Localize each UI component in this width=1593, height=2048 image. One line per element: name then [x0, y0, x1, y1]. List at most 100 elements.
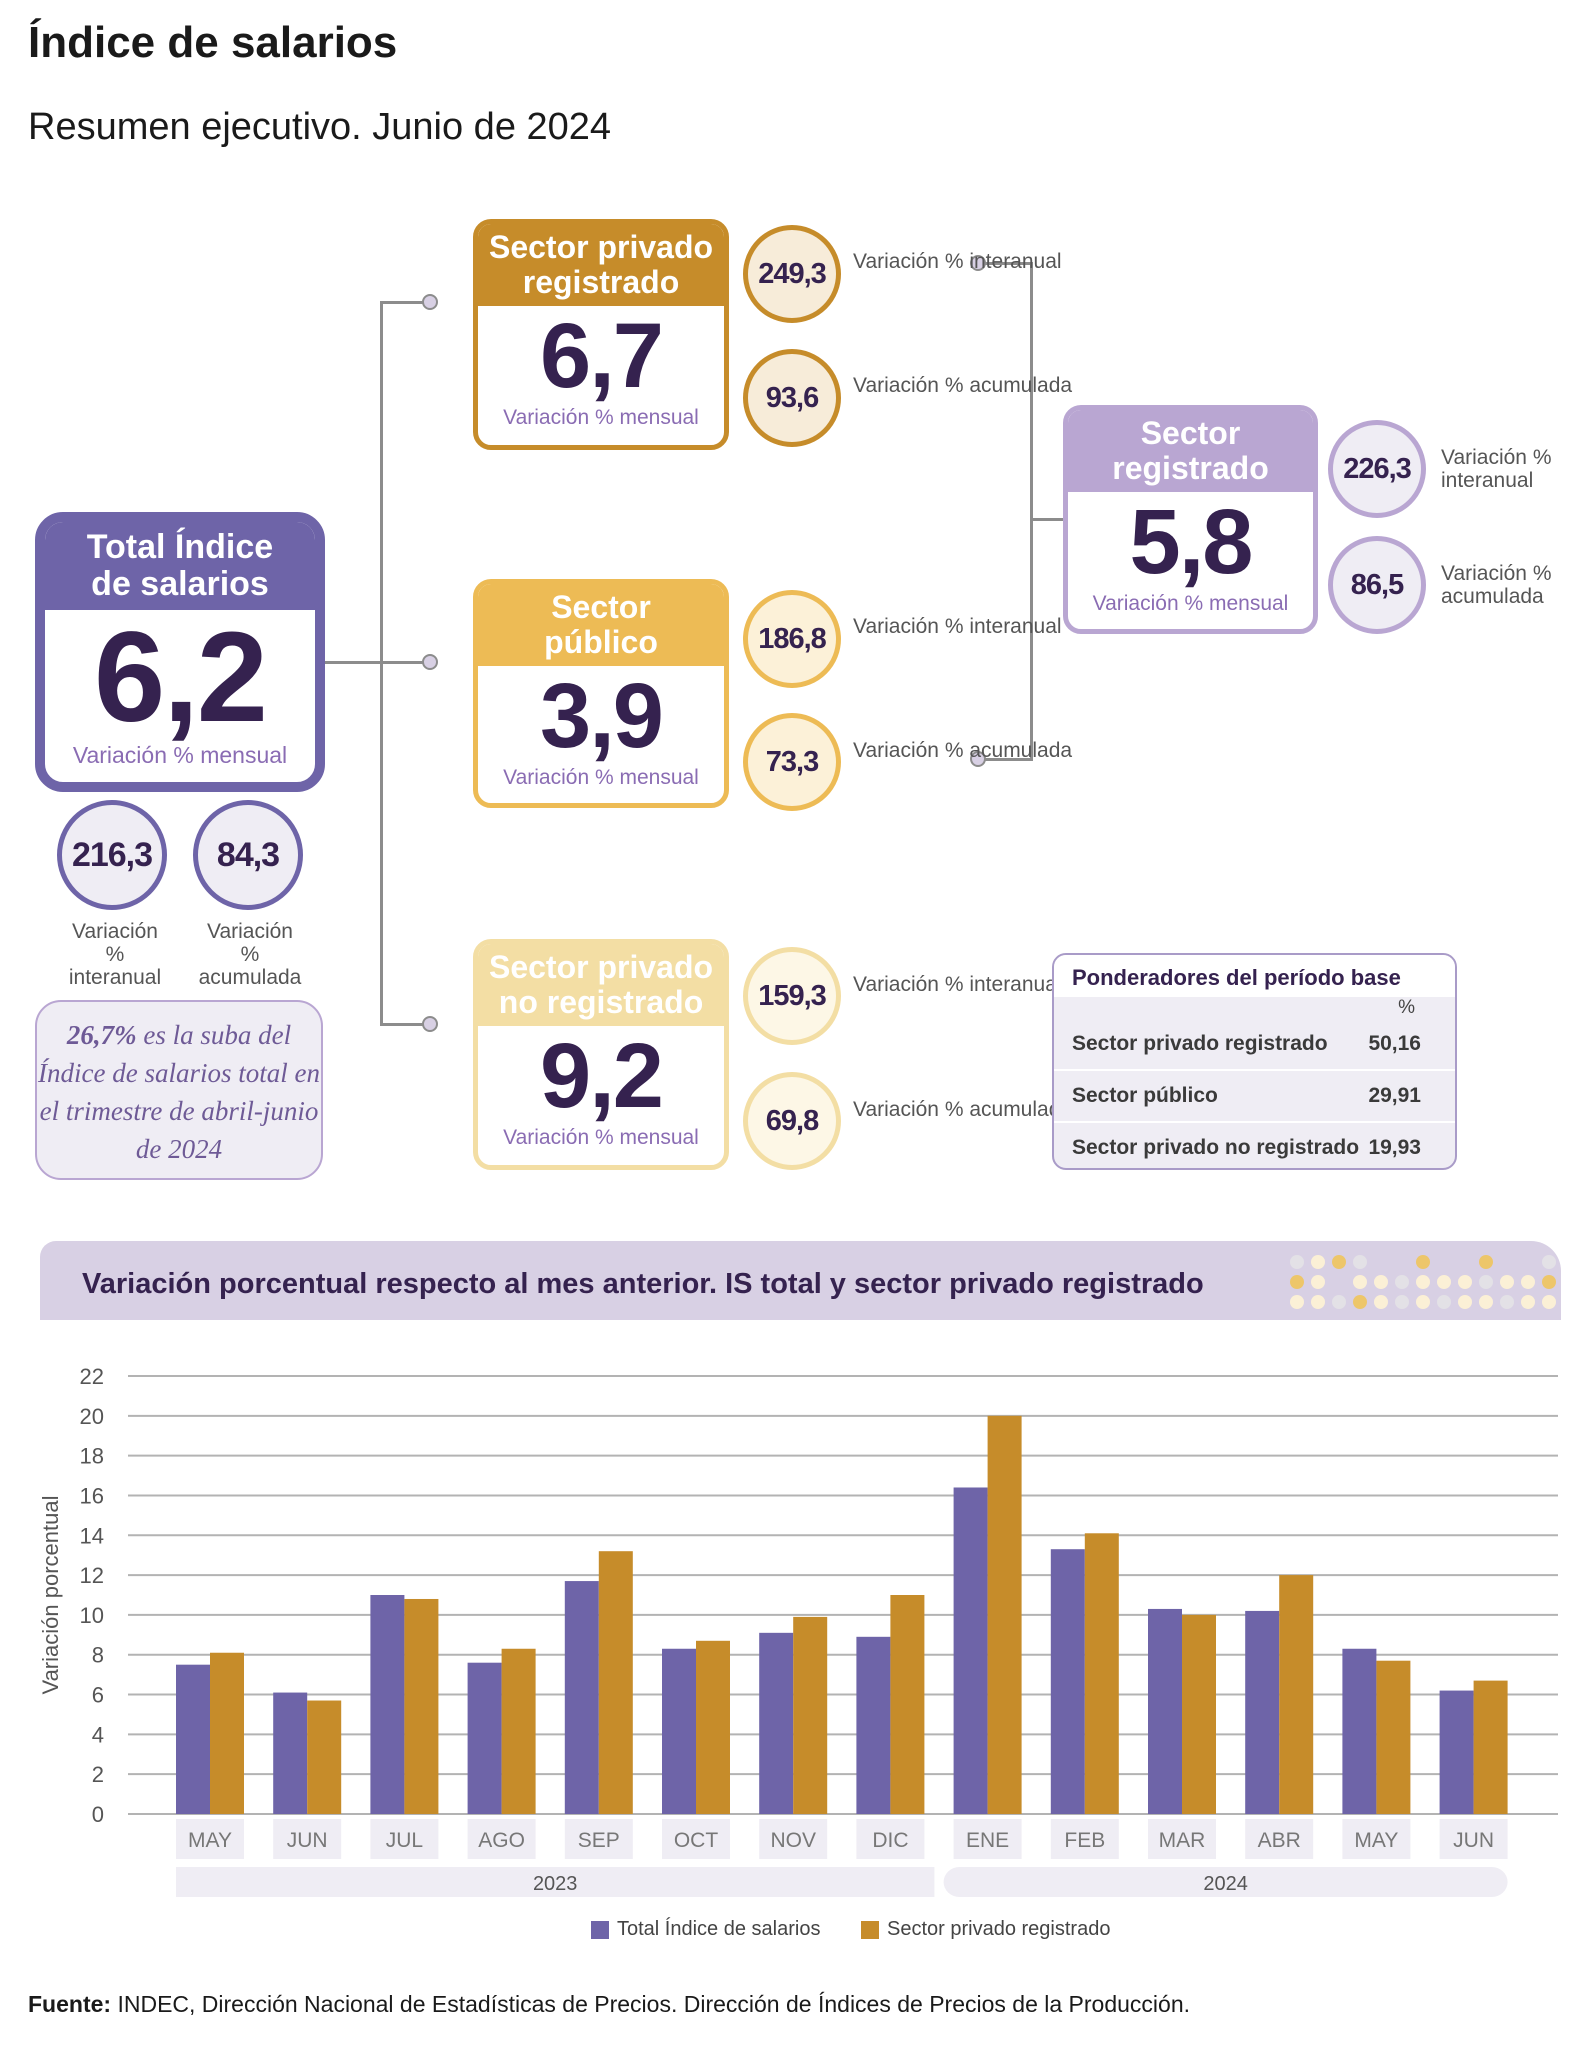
connector-dot [422, 654, 438, 670]
connector-line [1030, 518, 1065, 521]
quarterly-highlight-text: es la suba del Índice de salarios total … [38, 1020, 320, 1164]
acumulada-circle: 69,8 [743, 1072, 841, 1170]
year-label: 2024 [1203, 1873, 1248, 1895]
total-monthly-value: 6,2 [94, 606, 268, 749]
decorative-dot [1458, 1275, 1472, 1289]
ponderadores-title: Ponderadores del período base [1054, 955, 1455, 997]
decorative-dot [1395, 1275, 1409, 1289]
sector-monthly-label: Variación % mensual [503, 406, 699, 429]
decorative-dot [1311, 1295, 1325, 1309]
interanual-circle: 159,3 [743, 947, 841, 1045]
total-acumulada-circle: 84,3 [193, 800, 303, 910]
total-interanual-circle: 216,3 [57, 800, 167, 910]
x-tick-box [856, 1819, 925, 1859]
decorative-dot [1353, 1255, 1367, 1269]
decorative-dot [1437, 1275, 1451, 1289]
connector-dot [422, 1016, 438, 1032]
x-tick-box [370, 1819, 439, 1859]
x-tick-label: FEB [1064, 1829, 1105, 1852]
legend-item-privado-registrado: Sector privado registrado [861, 1918, 1110, 1941]
bar-privado-registrado [1084, 1533, 1119, 1814]
sector-monthly-value: 5,8 [1129, 491, 1254, 593]
interanual-label: Variación % interanual [853, 250, 1062, 273]
page-subtitle: Resumen ejecutivo. Junio de 2024 [28, 106, 612, 148]
decorative-dot [1437, 1255, 1451, 1269]
y-tick-label: 18 [80, 1444, 104, 1469]
bar-privado-registrado [1279, 1575, 1314, 1814]
sector-title: Sector público [478, 584, 724, 666]
connector-line [380, 661, 425, 664]
x-tick-box [1439, 1819, 1508, 1859]
decorative-dot [1290, 1275, 1304, 1289]
sector-card-privado-no-registrado: Sector privado no registrado 9,2 Variaci… [473, 939, 729, 1170]
sector-monthly-value: 6,7 [540, 305, 664, 407]
total-acumulada-label: Variación % acumulada [198, 920, 302, 990]
year-label: 2023 [533, 1873, 578, 1895]
source-footer: Fuente: INDEC, Dirección Nacional de Est… [28, 1991, 1190, 2018]
sector-card-publico: Sector público 3,9 Variación % mensual [473, 579, 729, 808]
bar-chart: 0 2 4 6 8 10 12 14 16 18 20 22 Variación porcentual M… [38, 1364, 1558, 1897]
acumulada-label: Variación % acumulada [853, 1098, 1073, 1121]
bar-privado-registrado [1182, 1614, 1216, 1814]
decorative-dot [1437, 1295, 1451, 1309]
y-tick-label: 0 [92, 1802, 104, 1827]
bar-privado-registrado [210, 1652, 244, 1814]
table-row: Sector privado no registrado 19,93 [1054, 1123, 1455, 1168]
y-tick-label: 8 [92, 1643, 104, 1668]
x-tick-label: AGO [478, 1829, 525, 1852]
decorative-dot [1332, 1275, 1346, 1289]
row-value: 29,91 [1368, 1084, 1421, 1107]
sector-monthly-value: 9,2 [540, 1025, 664, 1127]
bar-total [1439, 1690, 1474, 1814]
decorative-dot [1500, 1295, 1514, 1309]
y-tick-label: 14 [80, 1523, 104, 1548]
sector-card-privado-registrado: Sector privado registrado 6,7 Variación … [473, 219, 729, 450]
bar-total [759, 1632, 794, 1814]
legend-swatch [861, 1920, 879, 1939]
legend-item-total: Total Índice de salarios [591, 1918, 820, 1941]
chart-title: Variación porcentual respecto al mes ant… [82, 1268, 1204, 1300]
y-tick-label: 20 [80, 1404, 104, 1429]
total-index-card: Total Índice de salarios 6,2 Variación %… [35, 512, 325, 792]
connector-dot [970, 751, 986, 767]
sector-title: Sector privado no registrado [478, 944, 724, 1026]
decorative-dot [1332, 1295, 1346, 1309]
x-tick-label: MAY [1354, 1829, 1398, 1852]
decorative-dot [1290, 1295, 1304, 1309]
x-tick-label: ABR [1258, 1829, 1301, 1852]
x-tick-label: MAR [1159, 1829, 1206, 1852]
x-tick-box [1342, 1819, 1411, 1859]
bar-privado-registrado [404, 1598, 439, 1814]
acumulada-label: Variación % acumulada [1441, 562, 1552, 609]
y-tick-label: 16 [80, 1483, 104, 1508]
y-tick-label: 10 [80, 1603, 104, 1628]
decorative-dot [1311, 1255, 1325, 1269]
acumulada-circle: 73,3 [743, 713, 841, 811]
bar-privado-registrado [1473, 1680, 1508, 1814]
connector-line [380, 301, 425, 304]
sector-title: Sector privado registrado [478, 224, 724, 306]
decorative-dot [1500, 1255, 1514, 1269]
decorative-dot [1521, 1255, 1535, 1269]
y-tick-label: 2 [92, 1762, 104, 1787]
legend-swatch [591, 1920, 609, 1939]
ponderadores-table: Ponderadores del período base % Sector p… [1052, 953, 1457, 1170]
decorative-dot [1353, 1295, 1367, 1309]
x-tick-label: DIC [872, 1829, 908, 1852]
bar-privado-registrado [1376, 1660, 1411, 1814]
x-tick-box [759, 1819, 828, 1859]
x-tick-box [1245, 1819, 1314, 1859]
decorative-dot [1290, 1255, 1304, 1269]
bar-total [1148, 1608, 1182, 1814]
connector-line [984, 758, 1032, 761]
bar-total [1050, 1549, 1085, 1814]
bar-privado-registrado [793, 1616, 828, 1814]
x-tick-label: JUN [1453, 1829, 1494, 1852]
acumulada-label: Variación % acumulada [853, 739, 1073, 762]
x-tick-box [953, 1819, 1022, 1859]
decorative-dot [1500, 1275, 1514, 1289]
bar-privado-registrado [501, 1648, 536, 1814]
row-label: Sector privado no registrado [1072, 1136, 1360, 1159]
bar-total [273, 1692, 308, 1814]
decorative-dot [1542, 1255, 1556, 1269]
